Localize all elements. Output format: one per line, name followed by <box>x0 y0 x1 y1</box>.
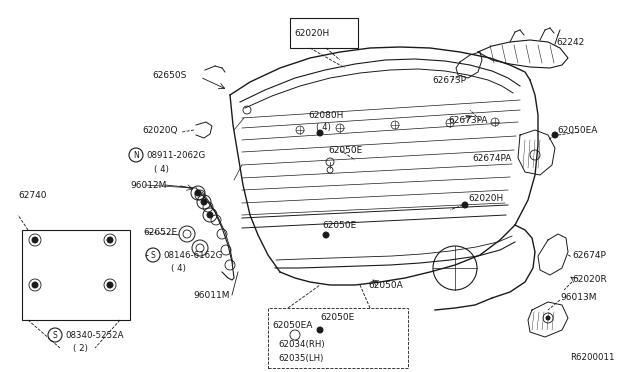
Text: 62050A: 62050A <box>368 280 403 289</box>
Circle shape <box>323 232 329 238</box>
Bar <box>268 308 408 368</box>
Circle shape <box>107 237 113 243</box>
Circle shape <box>201 199 207 205</box>
Text: 62650S: 62650S <box>152 71 186 80</box>
Text: 62050EA: 62050EA <box>557 125 597 135</box>
Circle shape <box>207 212 213 218</box>
Text: 96011M: 96011M <box>193 291 230 299</box>
Text: 62050E: 62050E <box>322 221 356 230</box>
Text: 62652E: 62652E <box>143 228 177 237</box>
Text: N: N <box>133 151 139 160</box>
Text: 62050E: 62050E <box>328 145 362 154</box>
Text: 62034(RH): 62034(RH) <box>278 340 324 350</box>
Text: 08340-5252A: 08340-5252A <box>65 330 124 340</box>
Text: ( 2): ( 2) <box>73 344 88 353</box>
Circle shape <box>546 316 550 320</box>
Circle shape <box>32 282 38 288</box>
Text: 62020R: 62020R <box>572 276 607 285</box>
Text: 62674PA: 62674PA <box>472 154 511 163</box>
Text: S: S <box>150 250 156 260</box>
Text: ( 4): ( 4) <box>154 164 169 173</box>
Circle shape <box>462 202 468 208</box>
Circle shape <box>317 130 323 136</box>
Text: S: S <box>52 330 58 340</box>
Text: 62020H: 62020H <box>468 193 503 202</box>
Text: 62674P: 62674P <box>572 250 606 260</box>
Text: 62740: 62740 <box>18 190 47 199</box>
Text: R6200011: R6200011 <box>570 353 614 362</box>
Circle shape <box>32 237 38 243</box>
Text: 62050EA: 62050EA <box>272 321 312 330</box>
Text: 62242: 62242 <box>556 38 584 46</box>
Text: 96013M: 96013M <box>560 294 596 302</box>
Text: 62050E: 62050E <box>320 314 355 323</box>
Text: 62080H: 62080H <box>308 110 344 119</box>
Circle shape <box>317 327 323 333</box>
Text: 08911-2062G: 08911-2062G <box>146 151 205 160</box>
Text: 62035(LH): 62035(LH) <box>278 353 323 362</box>
Text: 08146-6162G: 08146-6162G <box>163 250 222 260</box>
Circle shape <box>107 282 113 288</box>
Bar <box>22 230 130 320</box>
Bar <box>290 18 358 48</box>
Circle shape <box>195 190 201 196</box>
Text: 62673P: 62673P <box>432 76 466 84</box>
Text: 62020Q: 62020Q <box>142 125 177 135</box>
Circle shape <box>552 132 558 138</box>
Text: 62673PA: 62673PA <box>448 115 488 125</box>
Text: 62020H: 62020H <box>294 29 329 38</box>
Text: ( 4): ( 4) <box>171 264 186 273</box>
Text: ( 4): ( 4) <box>316 122 331 131</box>
Text: 96012M: 96012M <box>130 180 166 189</box>
